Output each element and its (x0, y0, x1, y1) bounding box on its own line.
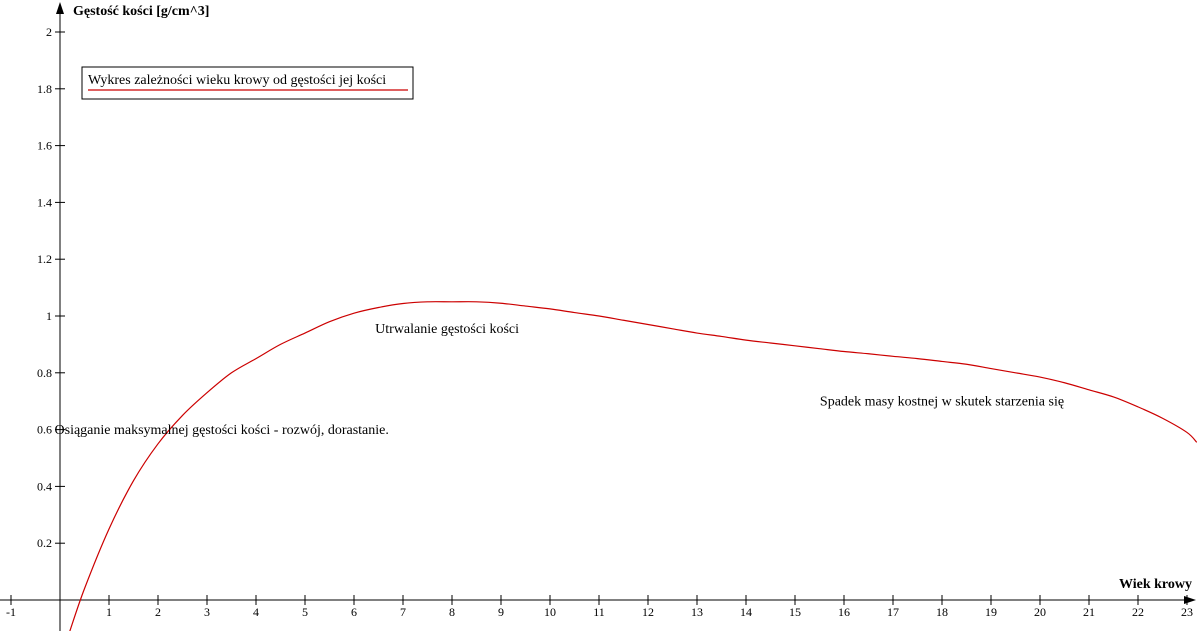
x-tick-label: 8 (449, 605, 455, 619)
y-tick-label: 1.6 (37, 139, 52, 153)
x-axis-title: Wiek krowy (1119, 577, 1192, 592)
series-group (69, 301, 1197, 631)
x-tick-label: 18 (936, 605, 948, 619)
y-tick-label: 0.6 (37, 423, 52, 437)
y-tick-label: 1.8 (37, 82, 52, 96)
y-axis-title: Gęstość kości [g/cm^3] (73, 4, 209, 19)
x-tick-label: 23 (1181, 605, 1193, 619)
x-tick-label: 15 (789, 605, 801, 619)
series-line (69, 301, 1197, 631)
y-tick-label: 1.2 (37, 252, 52, 266)
y-tick-label: 2 (46, 25, 52, 39)
x-tick-label: 14 (740, 605, 752, 619)
y-tick-label: 1.4 (37, 195, 52, 209)
legend: Wykres zależności wieku krowy od gęstośc… (81, 66, 414, 100)
x-tick-label: 16 (838, 605, 850, 619)
x-tick-label: 21 (1083, 605, 1095, 619)
ticks: -1 1 2 3 4 5 6 7 8 9 10 11 12 13 14 15 16 17 18 19 20 21 22 230… (6, 25, 1193, 619)
x-tick-label: 3 (204, 605, 210, 619)
y-tick-label: 1 (46, 309, 52, 323)
x-tick-label: 11 (593, 605, 605, 619)
x-tick-label: 10 (544, 605, 556, 619)
y-tick-label: 0.4 (37, 479, 52, 493)
x-tick-label: -1 (6, 605, 16, 619)
annotation: Spadek masy kostnej w skutek starzenia s… (820, 394, 1064, 409)
x-tick-label: 5 (302, 605, 308, 619)
y-tick-label: 0.2 (37, 536, 52, 550)
legend-box (81, 66, 414, 100)
annotations: Utrwalanie gęstości kości Osiąganie maksy… (55, 322, 1065, 438)
x-tick-label: 6 (351, 605, 357, 619)
x-tick-label: 20 (1034, 605, 1046, 619)
x-axis-arrow (1184, 596, 1196, 604)
x-tick-label: 2 (155, 605, 161, 619)
y-axis-arrow (56, 2, 64, 14)
x-tick-label: 13 (691, 605, 703, 619)
x-tick-label: 7 (400, 605, 406, 619)
x-tick-label: 22 (1132, 605, 1144, 619)
annotation: Utrwalanie gęstości kości (375, 322, 519, 337)
x-tick-label: 1 (106, 605, 112, 619)
x-tick-label: 4 (253, 605, 259, 619)
x-tick-label: 19 (985, 605, 997, 619)
y-tick-label: 0.8 (37, 366, 52, 380)
x-tick-label: 12 (642, 605, 654, 619)
x-tick-label: 9 (498, 605, 504, 619)
x-tick-label: 17 (887, 605, 899, 619)
annotation: Osiąganie maksymalnej gęstości kości - r… (55, 423, 389, 438)
legend-label: Wykres zależności wieku krowy od gęstośc… (88, 73, 386, 88)
